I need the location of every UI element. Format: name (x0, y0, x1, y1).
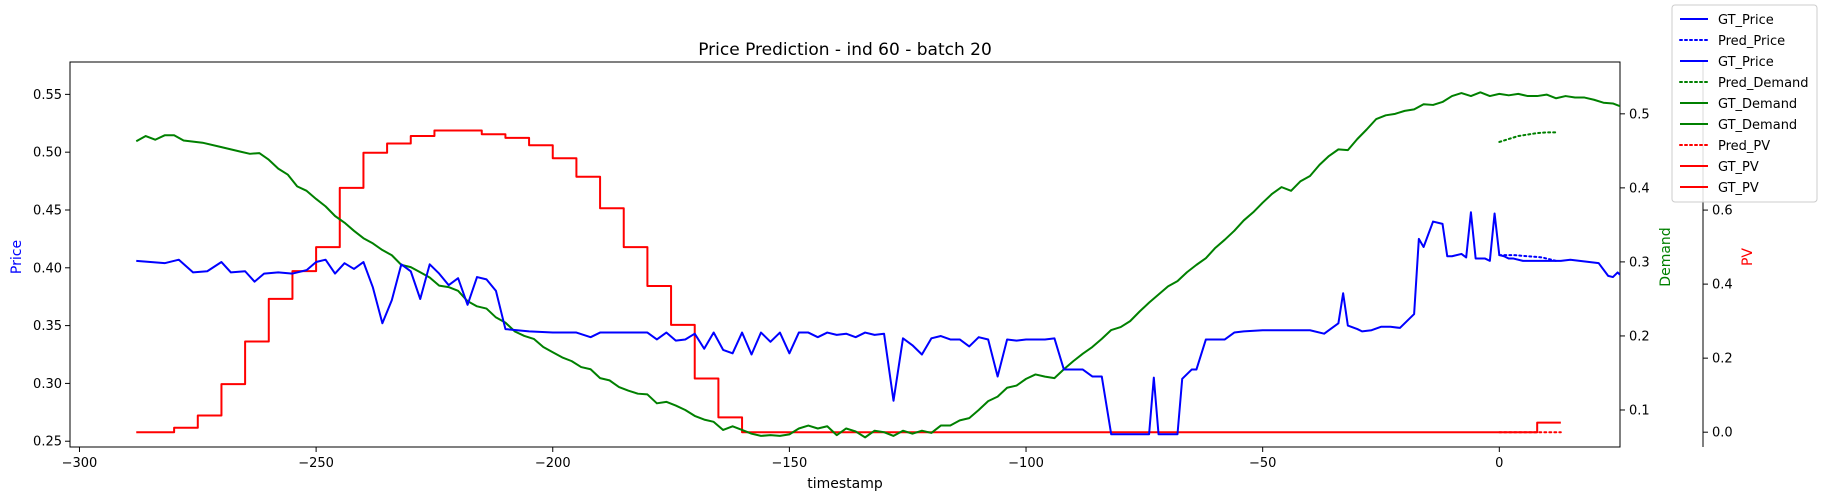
price-tick-label: 0.30 (33, 377, 62, 392)
demand-tick-label: 0.2 (1629, 329, 1650, 344)
x-tick-label: −50 (1249, 456, 1276, 471)
x-tick-label: −150 (772, 456, 808, 471)
legend-label: GT_PV (1718, 160, 1759, 175)
legend-label: Pred_Price (1718, 34, 1785, 49)
pv-tick-label: 0.0 (1712, 426, 1733, 441)
price-tick-label: 0.40 (33, 261, 62, 276)
series-gt-price (136, 211, 1620, 436)
legend-label: GT_Demand (1718, 118, 1797, 133)
demand-tick-label: 0.4 (1629, 181, 1650, 196)
price-tick-label: 0.25 (33, 435, 62, 450)
pv-tick-label: 0.2 (1712, 352, 1733, 367)
pv-tick-label: 0.4 (1712, 278, 1733, 293)
pv-axis-label: PV (1740, 248, 1756, 266)
price-tick-label: 0.35 (33, 319, 62, 334)
price-tick-label: 0.45 (33, 203, 62, 218)
legend-label: GT_Price (1718, 55, 1774, 70)
series-gt-pv (136, 129, 1500, 434)
demand-tick-label: 0.1 (1629, 403, 1650, 418)
legend-label: GT_Price (1718, 13, 1774, 28)
x-tick-label: −250 (298, 456, 334, 471)
price-tick-label: 0.50 (33, 146, 62, 161)
demand-tick-label: 0.5 (1629, 107, 1650, 122)
legend: GT_Price Pred_Price GT_Price Pred_Demand GT_… (1671, 4, 1818, 203)
legend-label: Pred_PV (1718, 139, 1770, 154)
x-tick-label: 0 (1495, 456, 1503, 471)
chart-title: Price Prediction - ind 60 - batch 20 (698, 40, 992, 60)
x-tick-label: −300 (62, 456, 98, 471)
legend-label: Pred_Demand (1718, 76, 1809, 91)
plot-frame (69, 61, 1621, 448)
demand-tick-label: 0.3 (1629, 255, 1650, 270)
price-tick-label: 0.55 (33, 88, 62, 103)
legend-label: GT_Demand (1718, 97, 1797, 112)
x-tick-label: −100 (1008, 456, 1044, 471)
demand-axis-label: Demand (1658, 227, 1674, 286)
price-axis-label: Price (9, 240, 25, 274)
x-tick-label: −200 (535, 456, 571, 471)
series-gt-pv (1499, 421, 1561, 434)
pv-tick-label: 0.6 (1712, 204, 1733, 219)
legend-label: GT_PV (1718, 181, 1759, 196)
series-pred-demand (1498, 131, 1558, 143)
plot-area: −300 −250 −200 −150 −100 −50 00.250.300.350.40… (33, 61, 1733, 471)
legend-box (1671, 4, 1818, 203)
x-axis-label: timestamp (807, 476, 883, 492)
series-pred-price (1498, 254, 1558, 262)
